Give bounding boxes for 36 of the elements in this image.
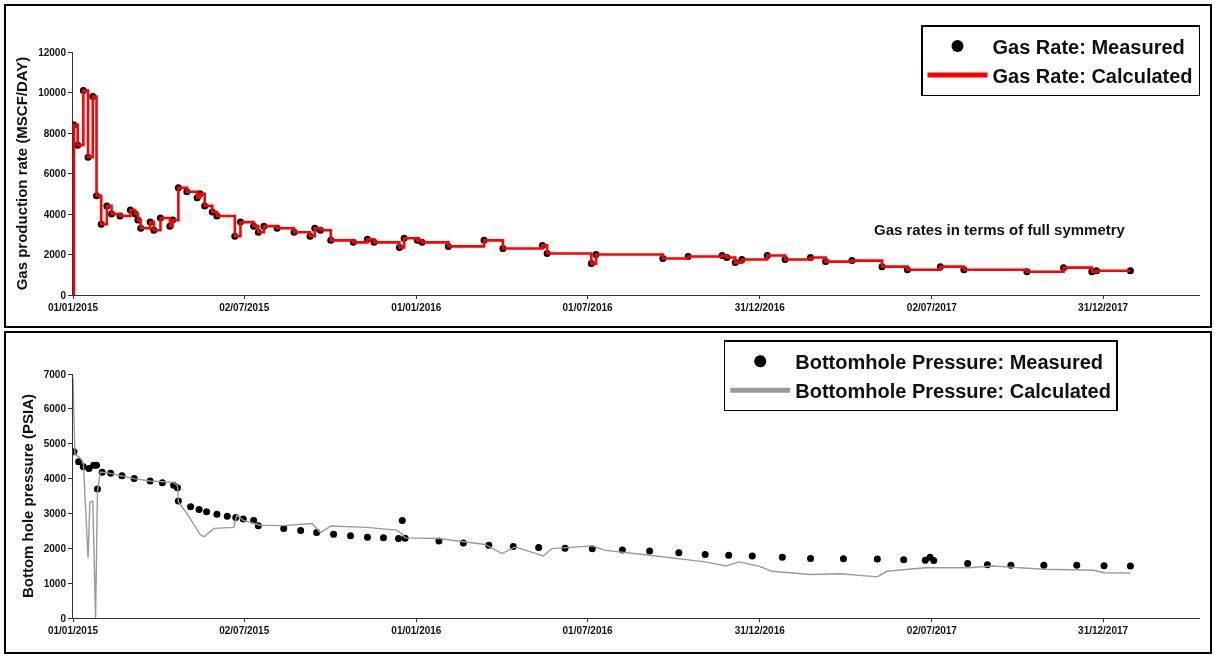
y-tick-label: 8000 [43,127,67,139]
y-tick-label: 1000 [43,577,67,589]
y-tick-label: 7000 [43,368,67,380]
y-tick-label: 6000 [43,403,67,415]
y-tick-label: 4000 [43,473,67,485]
y-axis-title: Bottom hole pressure (PSIA) [19,393,36,599]
legend-label: Bottomhole Pressure: Calculated [795,380,1111,403]
x-tick-label: 01/01/2015 [47,302,99,313]
y-tick-label: 12000 [38,46,67,58]
y-tick-label: 10000 [38,87,67,98]
y-tick-label: 3000 [43,507,67,519]
x-tick-label: 01/01/2015 [47,625,99,636]
y-tick-label: 0 [60,289,67,301]
x-tick-label: 31/12/2016 [734,625,786,636]
legend-label: Gas Rate: Calculated [992,64,1193,87]
annotation: Gas rates in terms of full symmetry [874,221,1126,238]
x-tick-label: 02/07/2015 [219,302,270,313]
legend-label: Bottomhole Pressure: Measured [795,351,1104,374]
x-tick-label: 31/12/2017 [1078,302,1129,313]
x-tick-label: 01/07/2016 [562,625,614,636]
x-tick-label: 31/12/2016 [734,302,786,313]
x-tick-label: 31/12/2017 [1078,625,1129,636]
y-tick-label: 2000 [43,249,67,260]
x-tick-label: 02/07/2017 [906,625,958,636]
y-tick-label: 4000 [43,208,67,220]
x-tick-label: 02/07/2015 [219,625,270,636]
x-tick-label: 02/07/2017 [906,302,958,313]
y-tick-label: 6000 [43,168,67,179]
x-tick-label: 01/01/2016 [391,625,442,636]
x-tick-label: 01/07/2016 [562,302,614,313]
y-tick-label: 0 [60,612,67,624]
y-tick-label: 5000 [43,438,67,450]
y-tick-label: 2000 [43,542,67,554]
y-axis-title: Gas production rate (MSCF/DAY) [13,56,31,291]
legend-label: Gas Rate: Measured [992,35,1185,58]
x-tick-label: 01/01/2016 [391,302,442,313]
